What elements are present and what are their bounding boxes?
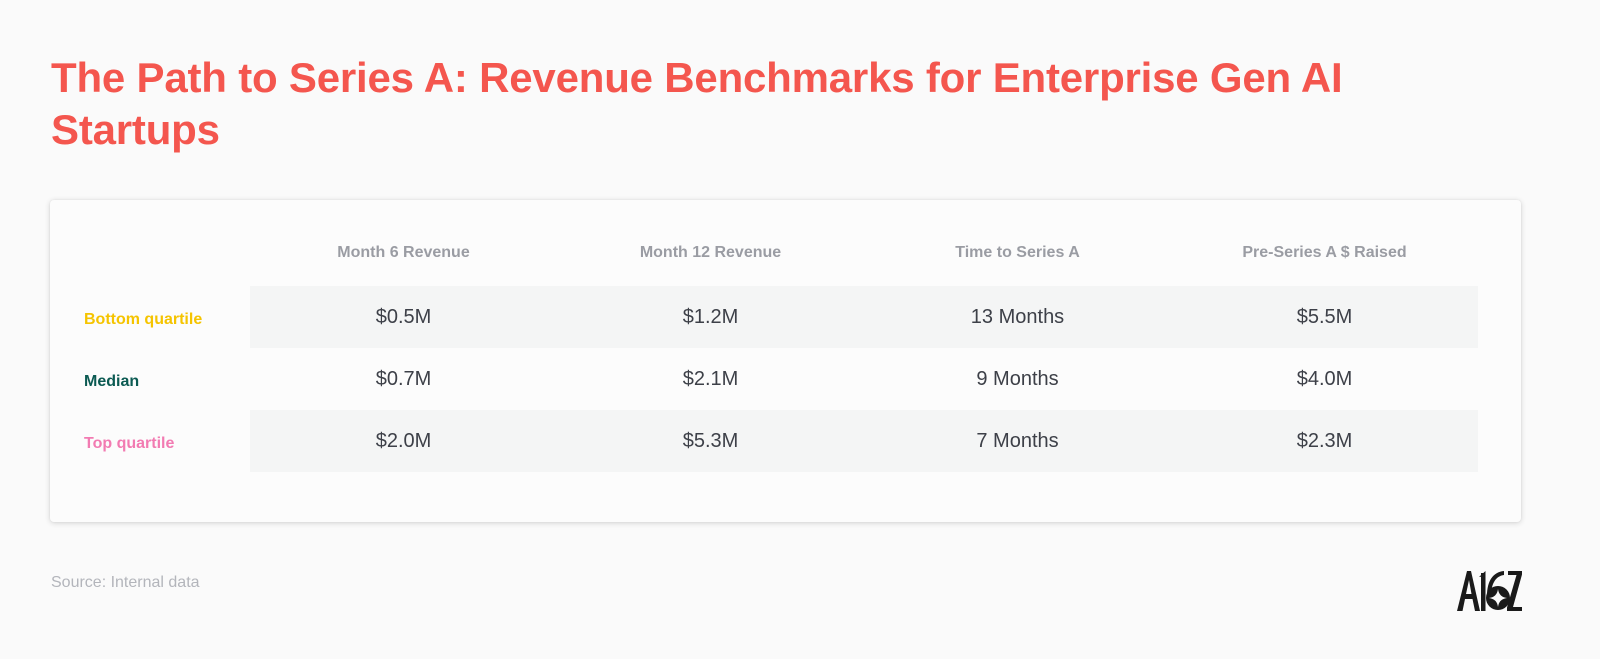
table-cell: 9 Months	[976, 367, 1059, 390]
page-title: The Path to Series A: Revenue Benchmarks…	[51, 54, 1343, 153]
table-header: Month 6 Revenue Month 12 Revenue Time to…	[250, 244, 1478, 264]
table-cell: $2.0M	[375, 429, 432, 452]
row-label: Median	[84, 373, 140, 390]
table-row-top-quartile: Top quartile $2.0M $5.3M 7 Months $2.3M	[50, 410, 1521, 472]
table-cell: $0.5M	[375, 305, 432, 328]
row-label: Bottom quartile	[84, 311, 203, 328]
column-header-month-6-revenue: Month 6 Revenue	[337, 244, 470, 261]
table-cell: $5.5M	[1296, 305, 1353, 328]
column-header-month-12-revenue: Month 12 Revenue	[639, 244, 782, 261]
table-cell: $0.7M	[375, 367, 432, 390]
table-cell: 13 Months	[970, 305, 1065, 328]
column-header-pre-series-a-raised: Pre-Series A $ Raised	[1242, 244, 1407, 261]
table-cell: $5.3M	[682, 429, 739, 452]
table-cell: $2.1M	[682, 367, 739, 390]
table-cell: $1.2M	[682, 305, 739, 328]
table-row-median: Median $0.7M $2.1M 9 Months $4.0M	[50, 348, 1521, 410]
table-cell: 7 Months	[976, 429, 1059, 452]
a16z-logo-icon	[1455, 567, 1523, 618]
table-cell: $2.3M	[1296, 429, 1353, 452]
table-row-bottom-quartile: Bottom quartile $0.5M $1.2M 13 Months $5…	[50, 286, 1521, 348]
column-header-time-to-series-a: Time to Series A	[955, 244, 1080, 261]
source-note: Source: Internal data	[51, 574, 200, 591]
table-cell: $4.0M	[1296, 367, 1353, 390]
row-label: Top quartile	[84, 435, 175, 452]
benchmark-table: Month 6 Revenue Month 12 Revenue Time to…	[50, 200, 1521, 522]
